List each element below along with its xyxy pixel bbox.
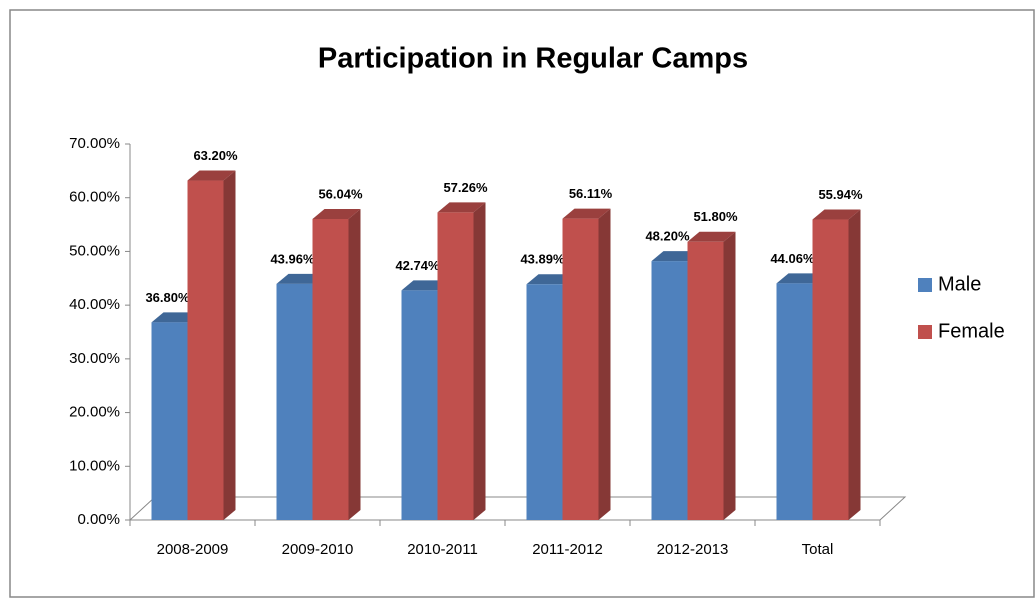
bar-side [473, 202, 486, 520]
value-label: 42.74% [395, 258, 440, 273]
bar-top [312, 208, 361, 219]
y-tick-label: 20.00% [69, 404, 120, 421]
x-tick-label: 2011-2012 [532, 541, 603, 558]
value-label: 57.26% [443, 180, 488, 195]
x-tick-label: 2012-2013 [657, 541, 729, 558]
bar [312, 218, 349, 520]
bar [187, 180, 224, 521]
value-label: 56.11% [569, 186, 613, 201]
y-tick-label: 30.00% [69, 350, 120, 367]
bar [562, 218, 599, 521]
y-tick-label: 40.00% [69, 296, 120, 313]
value-label: 56.04% [318, 186, 363, 201]
value-label: 43.96% [270, 251, 315, 266]
value-label: 44.06% [770, 251, 815, 266]
value-label: 36.80% [145, 290, 190, 305]
bar [276, 283, 313, 520]
value-label: 43.89% [520, 252, 565, 267]
y-tick-label: 50.00% [69, 242, 120, 259]
bar [812, 219, 849, 521]
y-tick-label: 0.00% [77, 511, 120, 528]
bar-top [562, 208, 611, 219]
legend-label: Female [938, 320, 1005, 342]
x-tick-label: 2008-2009 [157, 541, 229, 558]
legend-label: Male [938, 273, 981, 295]
bar-side [598, 208, 611, 521]
bar-top [687, 231, 736, 242]
value-label: 48.20% [645, 229, 690, 244]
x-tick-label: Total [802, 541, 834, 558]
bar-side [723, 231, 736, 520]
bar [776, 283, 813, 520]
x-tick-label: 2010-2011 [407, 541, 478, 558]
bar-top [187, 170, 236, 181]
legend-swatch [918, 278, 932, 292]
y-tick-label: 60.00% [69, 189, 120, 206]
bar-side [848, 209, 861, 521]
bar [401, 290, 438, 520]
bar-top [812, 209, 861, 220]
bar-side [348, 208, 361, 520]
bar-side [223, 170, 236, 521]
bar [651, 261, 688, 520]
value-label: 55.94% [818, 187, 863, 202]
chart-title: Participation in Regular Camps [318, 43, 748, 75]
x-tick-label: 2009-2010 [282, 541, 354, 558]
bar [437, 212, 474, 520]
bar [526, 284, 563, 520]
value-label: 51.80% [693, 209, 738, 224]
bar-top [437, 202, 486, 213]
value-label: 63.20% [193, 148, 238, 163]
y-tick-label: 10.00% [69, 457, 120, 474]
y-tick-label: 70.00% [69, 135, 120, 152]
bar [687, 241, 724, 520]
legend-swatch [918, 325, 932, 339]
bar [151, 322, 188, 520]
